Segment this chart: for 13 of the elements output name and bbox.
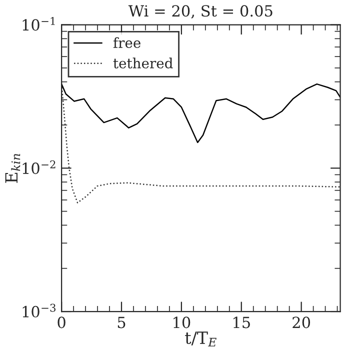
x-tick-label: 10 [174,316,190,328]
x-axis-title: t/T$_{E}$ [185,332,216,346]
legend-label: tethered [113,58,173,68]
x-tick-label: 20 [292,316,310,328]
legend-label: free [113,37,140,48]
y-tick-label: 10$^{−1}$ [22,16,55,31]
y-axis-title: E$_{kin}$ [5,154,20,183]
y-tick-label: 10$^{−2}$ [22,160,56,174]
x-tick-label: 0 [58,316,66,328]
x-tick-label: 5 [118,316,126,328]
x-tick-label: 15 [234,316,250,328]
chart-title: Wi = 20, St = 0.05 [128,5,272,19]
y-tick-label: 10$^{−3}$ [22,304,56,318]
